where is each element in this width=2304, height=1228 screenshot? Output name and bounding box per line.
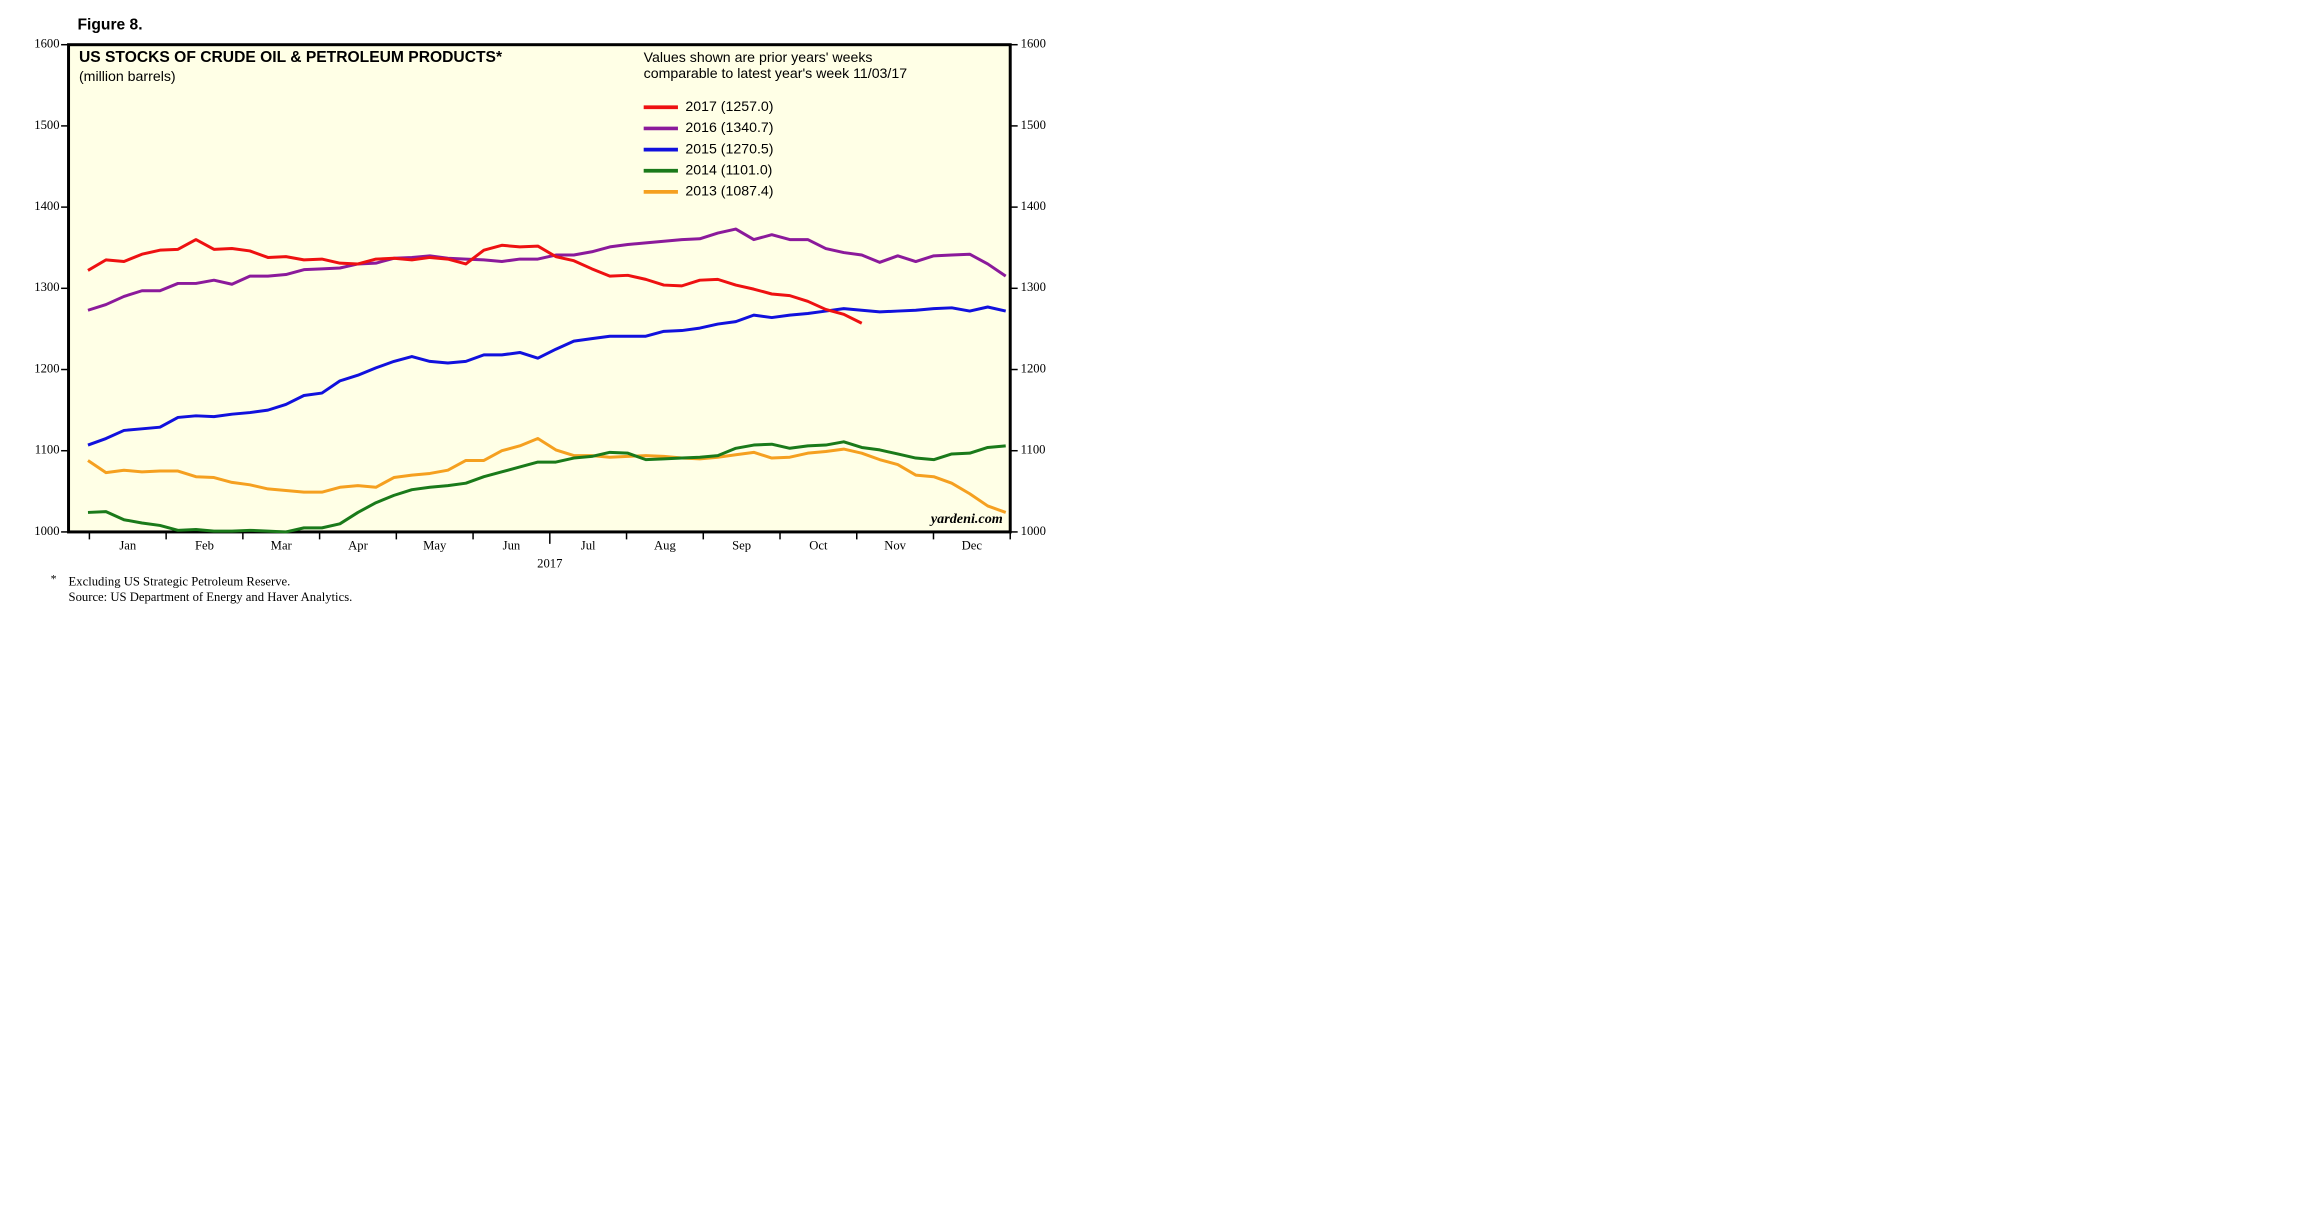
y-tick-label: 1000	[34, 524, 59, 538]
footnote: Excluding US Strategic Petroleum Reserve…	[69, 574, 291, 588]
x-tick-label: Jul	[581, 539, 596, 553]
y2-tick-label: 1300	[1021, 280, 1046, 294]
y2-tick-label: 1500	[1021, 118, 1046, 132]
x-tick-label: Jun	[503, 539, 521, 553]
y-tick-label: 1200	[34, 361, 59, 375]
y-tick-label: 1300	[34, 280, 59, 294]
x-tick-label: Jan	[119, 539, 137, 553]
series-line	[87, 227, 1007, 312]
note: comparable to latest year's week 11/03/1…	[644, 65, 908, 81]
y2-tick-label: 1200	[1021, 361, 1046, 375]
legend-label: 2017 (1257.0)	[685, 98, 773, 114]
x-tick-label: Oct	[809, 539, 828, 553]
x-axis-label: 2017	[537, 557, 562, 571]
footnote: Source: US Department of Energy and Have…	[69, 590, 353, 604]
chart-title: US STOCKS OF CRUDE OIL & PETROLEUM PRODU…	[79, 49, 503, 66]
figure-label: Figure 8.	[77, 16, 142, 33]
legend-label: 2016 (1340.7)	[685, 119, 773, 135]
legend-label: 2015 (1270.5)	[685, 140, 773, 156]
series-line	[87, 238, 863, 325]
y2-tick-label: 1100	[1021, 443, 1046, 457]
y-tick-label: 1500	[34, 118, 59, 132]
chart-subtitle: (million barrels)	[79, 68, 176, 84]
y2-tick-label: 1600	[1021, 37, 1046, 51]
x-tick-label: May	[423, 539, 447, 553]
x-tick-label: Dec	[962, 539, 983, 553]
footnote-marker: *	[51, 571, 57, 585]
y-tick-label: 1600	[34, 37, 59, 51]
series-line	[87, 305, 1007, 447]
series-line	[87, 440, 1006, 534]
x-tick-label: Nov	[884, 539, 906, 553]
legend-label: 2013 (1087.4)	[685, 183, 773, 199]
y-tick-label: 1400	[34, 199, 59, 213]
legend-label: 2014 (1101.0)	[685, 161, 772, 177]
y-tick-label: 1100	[35, 443, 60, 457]
plot-area	[67, 43, 1012, 534]
chart-body: 1000 1000 1100 1100 1200 1200 1300 1300 1400 1400…	[34, 16, 1046, 604]
x-tick-label: Aug	[654, 539, 676, 553]
series-line	[87, 437, 1007, 514]
x-tick-label: Feb	[195, 539, 214, 553]
note: Values shown are prior years' weeks	[644, 49, 873, 65]
x-tick-label: Apr	[348, 539, 368, 553]
y2-tick-label: 1000	[1021, 524, 1046, 538]
x-tick-label: Sep	[732, 539, 751, 553]
y2-tick-label: 1400	[1021, 199, 1046, 213]
watermark: yardeni.com	[929, 511, 1003, 527]
x-tick-label: Mar	[271, 539, 293, 553]
